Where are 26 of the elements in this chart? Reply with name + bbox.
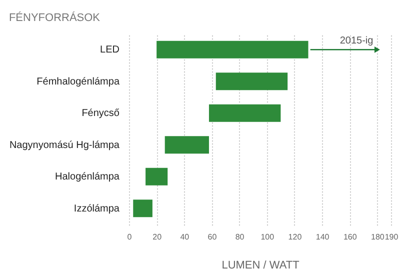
bar — [156, 40, 308, 58]
y-tick-label: Fémhalogénlámpa — [36, 76, 120, 88]
bar — [208, 104, 281, 122]
x-tick-label: 20 — [152, 232, 162, 242]
bar — [164, 136, 209, 154]
y-tick-label: Halogénlámpa — [55, 172, 120, 183]
chart-title: FÉNYFORRÁSOK — [8, 11, 101, 24]
x-axis-title: LUMEN / WATT — [222, 260, 300, 272]
x-tick-label: 120 — [288, 232, 302, 242]
x-tick-label: 80 — [235, 232, 245, 242]
x-tick-label: 60 — [208, 232, 218, 242]
x-tick-label: 0 — [127, 232, 132, 242]
bar — [146, 168, 168, 186]
y-tick-label: Izzólámpa — [74, 203, 120, 214]
y-tick-label: LED — [100, 44, 120, 56]
bar — [216, 72, 288, 90]
x-tick-label: 190 — [384, 232, 399, 242]
x-tick-label: 100 — [260, 232, 275, 242]
x-tick-label: 140 — [316, 232, 330, 242]
bar — [133, 200, 152, 218]
x-tick-label: 40 — [180, 232, 190, 242]
x-tick-label: 180 — [371, 232, 385, 242]
y-tick-label: Nagynyomású Hg-lámpa — [9, 140, 120, 151]
x-tick-label: 160 — [343, 232, 358, 242]
y-tick-label: Fénycső — [82, 108, 120, 120]
annotation: 2015-ig — [340, 36, 374, 47]
